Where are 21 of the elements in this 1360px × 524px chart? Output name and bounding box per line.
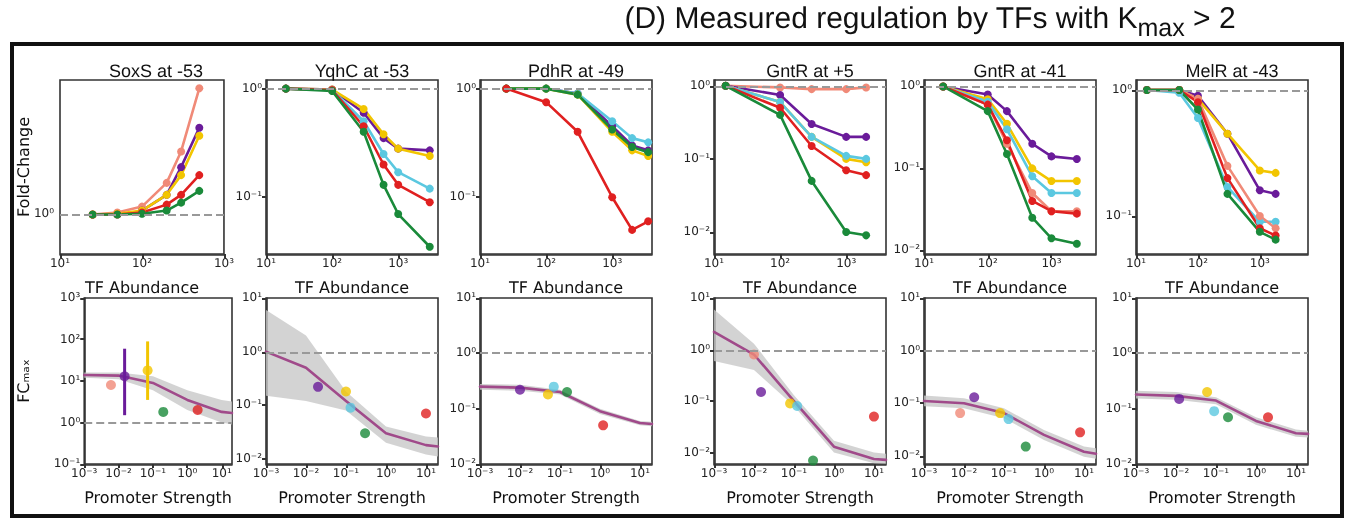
chart-title: PdhR at -49 [527,61,625,81]
x-axis-title: TF Abundance [506,278,624,297]
x-axis-title: TF Abundance [82,278,200,297]
x-axis-title: Promoter Strength [726,488,874,507]
chart-title: MelR at -43 [1185,61,1279,81]
chart-title: GntR at -41 [973,61,1067,81]
x-axis-title: Promoter Strength [936,488,1084,507]
x-axis-title: TF Abundance [1162,278,1280,297]
x-axis-title: Promoter Strength [84,488,232,507]
x-axis-title: Promoter Strength [1148,488,1296,507]
x-axis-title: Promoter Strength [278,488,426,507]
chart-title: YqhC at -53 [314,61,410,81]
chart-title: SoxS at -53 [108,61,204,81]
x-axis-title: TF Abundance [292,278,410,297]
y-axis-title: FCₘₐₓ [15,358,33,403]
x-axis-title: Promoter Strength [492,488,640,507]
x-axis-title: TF Abundance [950,278,1068,297]
x-axis-title: TF Abundance [740,278,858,297]
y-axis-title: Fold-Change [15,116,33,218]
chart-title: GntR at +5 [766,61,854,81]
text: (D) Measured regulation by TFs with K$_{max}$ > 2 [622,2,1238,42]
